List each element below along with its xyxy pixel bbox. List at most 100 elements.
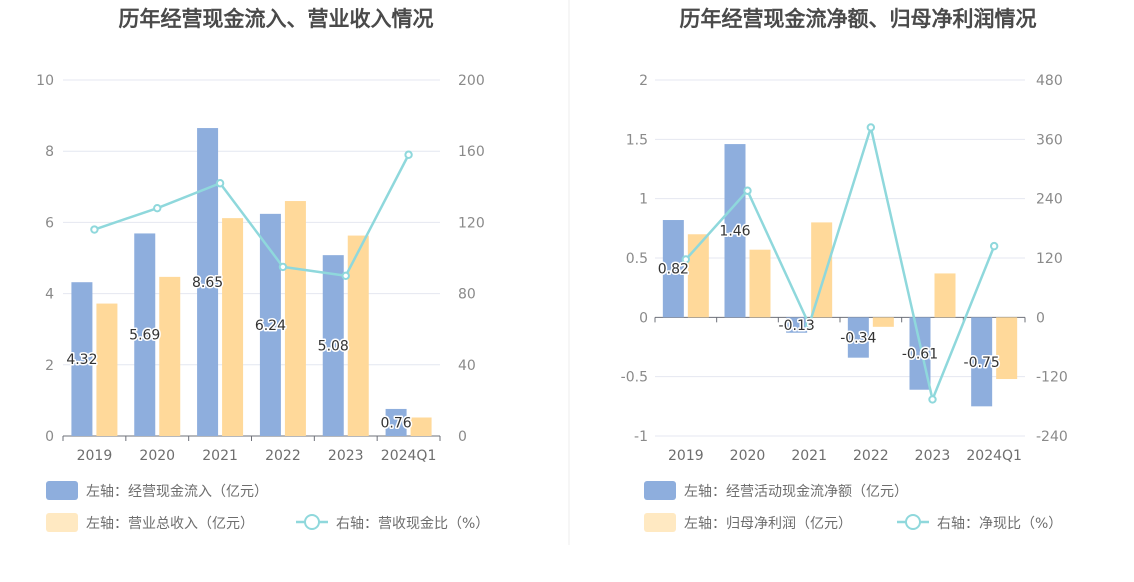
line-point-2020 xyxy=(743,186,752,195)
x-axis-tick-label: 2021 xyxy=(202,448,238,464)
chart-net-cash-profit: 历年经营现金流净额、归母净利润情况 -1 -0.5 0 0.5 1 1.5 2 -240 -12… xyxy=(621,7,1068,532)
left-axis-tick-label: 1.5 xyxy=(626,132,648,148)
line-point-2020 xyxy=(153,203,162,213)
bar-secondary-2019 xyxy=(96,303,118,436)
left-axis-tick-label: 0 xyxy=(45,429,54,445)
data-label-2020: 5.69 xyxy=(129,328,160,344)
left-axis-tick-label: 1 xyxy=(639,192,648,208)
bar-secondary-2021 xyxy=(811,222,833,318)
line-point-2024Q1 xyxy=(404,150,413,159)
x-axis-tick-label: 2019 xyxy=(77,448,113,464)
line-series-path xyxy=(684,126,996,401)
right-axis-tick-label: 200 xyxy=(458,73,485,89)
x-axis-tick-label: 2023 xyxy=(915,448,951,464)
bar-secondary-2022 xyxy=(284,201,306,436)
data-label-2021: -0.13 xyxy=(779,318,815,334)
legend-item[interactable]: 右轴：营收现金比（%） xyxy=(296,514,489,532)
bar-primary-2020 xyxy=(724,144,746,318)
chart-title: 历年经营现金流净额、归母净利润情况 xyxy=(680,7,1037,31)
right-axis-tick-label: 80 xyxy=(458,287,476,303)
x-axis-tick-label: 2019 xyxy=(668,448,704,464)
bar-secondary-2020 xyxy=(749,249,771,318)
data-label-2021: 8.65 xyxy=(192,275,223,291)
x-axis-tick-label: 2024Q1 xyxy=(966,448,1022,464)
legend-item[interactable]: 左轴：经营现金流入（亿元） xyxy=(46,481,268,500)
data-label-2019: 4.32 xyxy=(66,352,97,368)
right-axis-tick-label: 120 xyxy=(458,215,485,231)
line-point-2022 xyxy=(866,123,876,132)
line-point-2024Q1 xyxy=(989,241,999,251)
bar-primary-2022 xyxy=(847,317,869,358)
left-axis-tick-label: 0 xyxy=(639,310,648,326)
x-axis-tick-label: 2022 xyxy=(853,448,889,464)
bar-secondary-2024Q1 xyxy=(996,317,1018,380)
bar-secondary-2024Q1 xyxy=(410,417,432,436)
x-axis-tick-label: 2023 xyxy=(328,448,364,464)
data-label-2024Q1: 0.76 xyxy=(380,415,411,431)
data-label-2022: 6.24 xyxy=(255,318,286,334)
right-axis-tick-label: 240 xyxy=(1036,192,1063,208)
bar-secondary-2022 xyxy=(872,317,894,327)
x-axis-tick-label: 2020 xyxy=(139,448,175,464)
right-axis-tick-label: 120 xyxy=(1036,251,1063,267)
line-point-2019 xyxy=(681,255,691,264)
left-axis-tick-label: 4 xyxy=(45,287,54,303)
line-point-2023 xyxy=(341,271,350,280)
legend-item[interactable]: 左轴：经营活动现金流净额（亿元） xyxy=(644,481,908,500)
left-axis-tick-label: 2 xyxy=(639,73,648,89)
left-axis-tick-label: -1 xyxy=(634,429,648,445)
left-axis-tick-label: 0.5 xyxy=(626,251,648,267)
data-label-2024Q1: -0.75 xyxy=(964,355,1000,371)
bar-primary-2024Q1 xyxy=(971,317,993,407)
legend-swatch xyxy=(46,481,78,500)
line-point-2023 xyxy=(928,395,937,404)
legend-swatch xyxy=(46,513,78,532)
bar-secondary-2023 xyxy=(934,273,956,318)
left-axis-tick-label: 10 xyxy=(36,73,54,89)
bar-primary-2024Q1 xyxy=(385,408,407,436)
legend-item[interactable]: 左轴：归母净利润（亿元） xyxy=(644,513,852,532)
legend-marker xyxy=(304,514,320,530)
right-axis-tick-label: 0 xyxy=(1036,310,1045,326)
bar-primary-2021 xyxy=(786,317,808,333)
x-axis-tick-label: 2021 xyxy=(791,448,827,464)
legend-label: 左轴：经营现金流入（亿元） xyxy=(86,484,268,500)
left-axis-tick-label: 2 xyxy=(45,358,54,374)
legend-item[interactable]: 右轴：净现比（%） xyxy=(897,514,1062,532)
bar-primary-2019 xyxy=(662,220,684,318)
line-point-2019 xyxy=(90,225,99,234)
x-axis-tick-label: 2024Q1 xyxy=(381,448,437,464)
right-axis-tick-label: 0 xyxy=(458,429,467,445)
bar-primary-2023 xyxy=(322,255,344,436)
legend-label: 左轴：经营活动现金流净额（亿元） xyxy=(684,484,908,500)
right-axis-tick-label: 40 xyxy=(458,358,476,374)
chart-title: 历年经营现金流入、营业收入情况 xyxy=(119,7,434,31)
line-point-2021 xyxy=(804,320,814,329)
left-axis-tick-label: -0.5 xyxy=(621,370,648,386)
legend-swatch xyxy=(644,481,676,500)
data-label-2023: -0.61 xyxy=(902,347,938,363)
bar-primary-2019 xyxy=(71,282,93,436)
line-series-path xyxy=(94,154,410,278)
right-axis-tick-label: -240 xyxy=(1036,429,1068,445)
left-axis-tick-label: 8 xyxy=(45,144,54,160)
bar-primary-2020 xyxy=(134,233,156,436)
right-axis-tick-label: 160 xyxy=(458,144,485,160)
legend-marker xyxy=(905,514,921,530)
legend-item[interactable]: 左轴：营业总收入（亿元） xyxy=(46,513,254,532)
data-label-2020: 1.46 xyxy=(719,224,750,240)
line-point-2021 xyxy=(215,179,225,188)
bar-secondary-2023 xyxy=(347,235,369,436)
data-label-2023: 5.08 xyxy=(318,339,349,355)
right-axis-tick-label: -120 xyxy=(1036,370,1068,386)
right-axis-tick-label: 360 xyxy=(1036,132,1063,148)
line-point-2022 xyxy=(278,262,288,272)
bar-secondary-2019 xyxy=(687,234,709,318)
bar-primary-2022 xyxy=(259,213,281,436)
data-label-2022: -0.34 xyxy=(840,331,876,347)
x-axis-tick-label: 2020 xyxy=(730,448,766,464)
legend-label: 右轴：营收现金比（%） xyxy=(336,516,489,532)
bar-primary-2021 xyxy=(197,128,219,436)
legend-label: 左轴：营业总收入（亿元） xyxy=(86,516,254,532)
left-axis-tick-label: 6 xyxy=(45,215,54,231)
